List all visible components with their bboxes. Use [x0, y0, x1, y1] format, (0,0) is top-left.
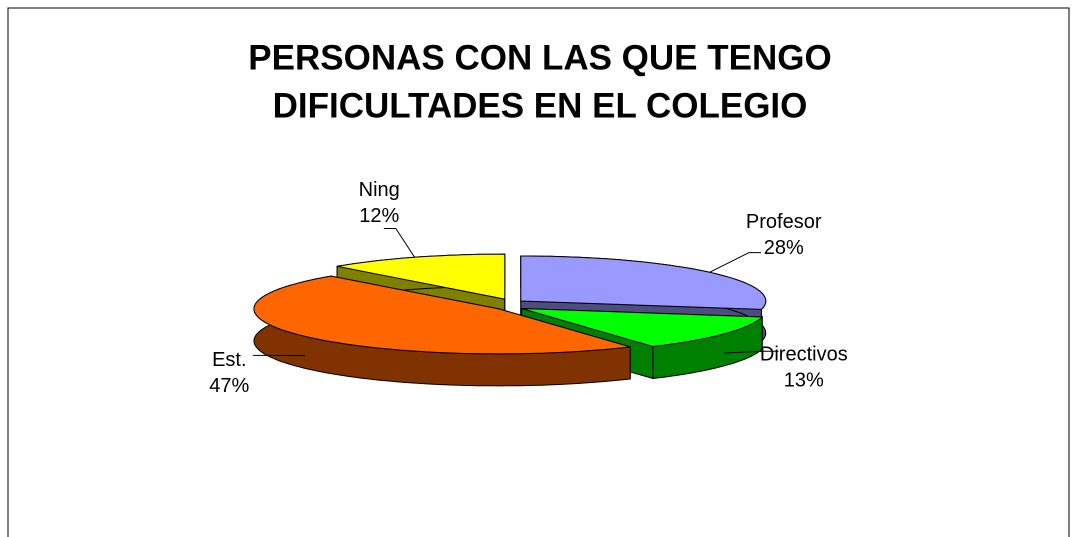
chart-frame: [7, 7, 1070, 537]
leader-line: [724, 350, 779, 354]
slice-top: [521, 308, 764, 348]
slice-value-label: 13%: [784, 369, 824, 391]
chart-title: DIFICULTADES EN EL COLEGIO: [273, 86, 808, 125]
chart-title: PERSONAS CON LAS QUE TENGO: [248, 38, 831, 77]
slice-label: Est.: [212, 349, 246, 371]
slice-value-label: 28%: [764, 237, 804, 259]
slice-value-label: 12%: [359, 205, 399, 227]
leader-line: [383, 228, 416, 258]
slice-label: Ning: [359, 179, 400, 201]
leader-line: [709, 252, 762, 273]
slice-value-label: 47%: [209, 375, 249, 397]
pie-slice: [253, 275, 631, 387]
slice-top: [337, 253, 506, 300]
slice-label: Directivos: [760, 343, 848, 365]
slice-label: Profesor: [746, 211, 822, 233]
slice-top: [520, 255, 767, 310]
slice-top: [253, 275, 631, 355]
